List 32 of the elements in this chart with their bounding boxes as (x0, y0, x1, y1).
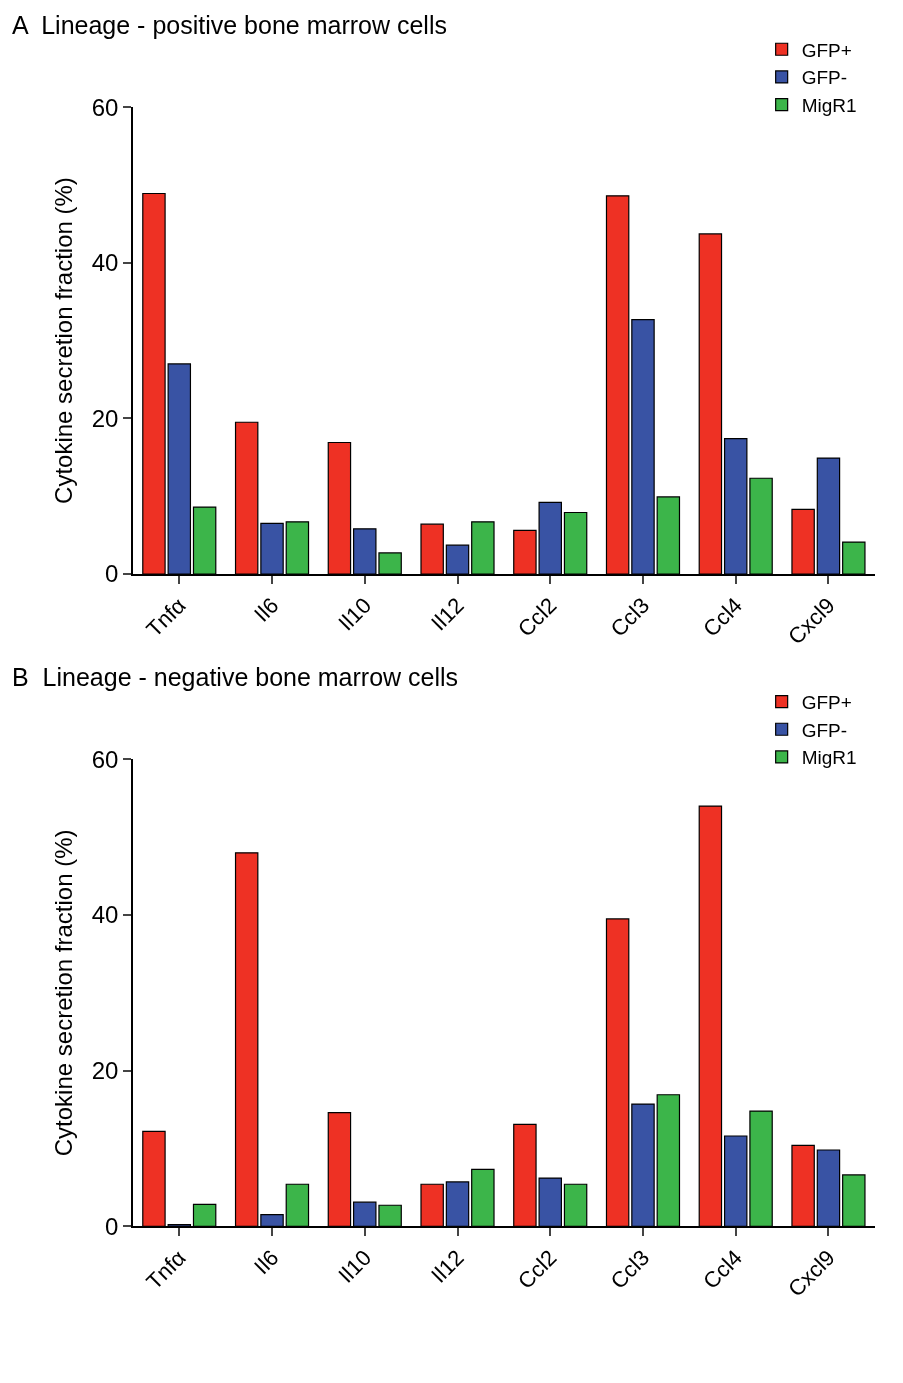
y-axis-title: Cytokine secretion fraction (%) (50, 177, 78, 504)
y-tick-label: 20 (91, 404, 119, 432)
x-tick-label: Il12 (426, 1245, 469, 1288)
legend-label: GFP- (801, 67, 848, 89)
x-tick-label: Il12 (426, 592, 469, 636)
y-tick-label: 40 (91, 901, 119, 929)
legend-label: GFP- (801, 719, 848, 741)
legend-label: GFP+ (801, 39, 852, 61)
y-tick-label: 0 (105, 1212, 119, 1240)
x-tick-label: Tnfα (141, 592, 191, 642)
x-tick-label: Il6 (249, 592, 284, 627)
x-tick-label: Il6 (249, 1245, 284, 1280)
chart-title: A Lineage - positive bone marrow cells (12, 11, 447, 39)
x-tick-label: Ccl3 (605, 592, 655, 642)
y-tick-label: 60 (91, 745, 119, 773)
chart-title: B Lineage - negative bone marrow cells (12, 663, 459, 691)
x-tick-label: Ccl3 (605, 1245, 655, 1294)
x-tick-label: Tnfα (141, 1244, 191, 1295)
x-tick-label: Ccl2 (512, 1245, 562, 1294)
x-tick-label: Il10 (333, 592, 377, 636)
y-tick-label: 40 (91, 249, 119, 277)
legend-label: MigR1 (801, 95, 857, 117)
y-tick-label: 20 (91, 1057, 119, 1085)
y-axis-title: Cytokine secretion fraction (%) (50, 829, 78, 1157)
x-tick-label: Ccl4 (698, 1245, 748, 1294)
y-tick-label: 0 (105, 560, 119, 588)
x-tick-label: Ccl4 (698, 592, 748, 642)
legend-label: GFP+ (801, 691, 852, 713)
x-tick-label: Il10 (333, 1245, 377, 1288)
y-tick-label: 60 (91, 93, 119, 121)
x-tick-label: Ccl2 (512, 592, 562, 642)
legend-label: MigR1 (801, 747, 857, 769)
